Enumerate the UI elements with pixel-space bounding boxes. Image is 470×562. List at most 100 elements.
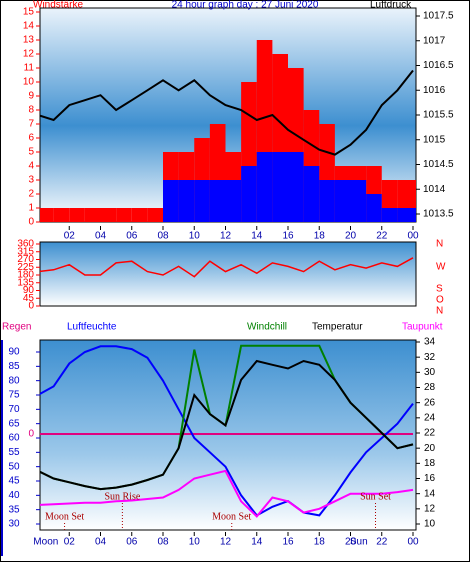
series-line [40, 359, 414, 491]
direction-label: N [436, 306, 443, 317]
series-line [40, 345, 414, 517]
y-tick-label: 60 [8, 433, 20, 444]
direction-label: N [436, 239, 443, 250]
pressure-line [40, 69, 414, 156]
wind-bar [350, 180, 367, 222]
legend-label: Regen [2, 322, 31, 333]
legend-label: Temperatur [312, 322, 363, 333]
series-line [40, 469, 414, 518]
panel-direction [39, 241, 417, 307]
rain-tick-label: 0 [28, 429, 34, 440]
y2-tick-label: 28 [424, 382, 436, 393]
x-tick-label: 20 [345, 231, 357, 242]
x-tick-label: 20 [345, 537, 357, 548]
x-tick-label: 22 [376, 231, 388, 242]
y-tick-label: 80 [8, 375, 20, 386]
y-tick-label: 7 [28, 119, 34, 130]
y2-tick-label: 16 [424, 473, 436, 484]
y-tick-label: 50 [8, 461, 20, 472]
wind-bar [69, 208, 85, 222]
wind-bar [209, 180, 226, 222]
x-tick-label: 08 [157, 231, 169, 242]
y-tick-label: 55 [8, 447, 20, 458]
x-tick-label: 12 [220, 537, 232, 548]
y-tick-label: 225 [17, 262, 34, 273]
wind-bar [413, 180, 416, 222]
x-tick-label: 16 [282, 231, 294, 242]
wind-bar [100, 208, 117, 222]
direction-label: S [436, 284, 443, 295]
x-tick-label: 16 [282, 537, 294, 548]
y-tick-label: 45 [8, 476, 20, 487]
chart-title: 24 hour graph day : 27 Juni 2020 [172, 0, 319, 11]
y-tick-label: 85 [8, 361, 20, 372]
y-tick-label: 11 [24, 63, 35, 74]
y2-tick-label: 34 [424, 337, 436, 348]
y-tick-label: 45 [23, 293, 35, 304]
y-tick-label: 30 [8, 519, 20, 530]
x-tick-label: 12 [220, 231, 232, 242]
x-tick-label: 10 [189, 231, 201, 242]
y2-tick-label: 1013.5 [423, 209, 454, 220]
wind-bar [272, 152, 288, 222]
wind-bar [288, 152, 304, 222]
y2-tick-label: 1017 [423, 35, 446, 46]
x-tick-label: 14 [251, 231, 263, 242]
y-tick-label: 15 [23, 7, 35, 18]
y-tick-label: 10 [23, 77, 35, 88]
y2-tick-label: 20 [424, 443, 436, 454]
y2-tick-label: 14 [424, 488, 436, 499]
x-tick-label: 00 [407, 231, 419, 242]
wind-bar [163, 180, 179, 222]
wind-bar [319, 180, 335, 222]
y2-tick-label: 32 [424, 352, 436, 363]
y2-tick-label: 18 [424, 458, 436, 469]
wind-bar [84, 208, 101, 222]
axis-note: Moon [33, 537, 58, 548]
wind-bar [178, 180, 195, 222]
x-tick-label: 08 [157, 537, 169, 548]
wind-bar [40, 208, 54, 222]
x-tick-label: 22 [376, 537, 388, 548]
y-tick-label: 75 [8, 390, 20, 401]
y-tick-label: 315 [17, 246, 34, 257]
annotation: Sun Set [360, 491, 391, 502]
wind-bar [303, 166, 320, 222]
y-tick-label: 180 [17, 270, 34, 281]
y2-tick-label: 1015.5 [423, 110, 454, 121]
y-tick-label: 5 [28, 147, 34, 158]
x-tick-label: 02 [64, 537, 76, 548]
wind-bar [53, 208, 70, 222]
wind-bar [381, 208, 398, 222]
y-tick-label: 135 [17, 277, 34, 288]
y-tick-label: 35 [8, 504, 20, 515]
y2-tick-label: 1014.5 [423, 159, 454, 170]
y2-label: Luftdruck [370, 0, 412, 11]
y2-tick-label: 26 [424, 397, 436, 408]
wind-bar [334, 180, 351, 222]
x-tick-label: 00 [407, 537, 419, 548]
wind-bar [413, 208, 416, 222]
direction-line [40, 257, 414, 278]
y2-tick-label: 1016 [423, 85, 446, 96]
wind-bar [366, 194, 382, 222]
y-tick-label: 8 [28, 105, 34, 116]
y-tick-label: 270 [17, 254, 34, 265]
x-tick-label: 06 [126, 231, 138, 242]
y-label: Windstärke [33, 0, 83, 11]
y-tick-label: 0 [28, 217, 34, 228]
legend-label: Luftfeuchte [67, 322, 117, 333]
annotation: Moon Set [45, 511, 84, 522]
annotation: Moon Set [212, 511, 251, 522]
y-tick-label: 65 [8, 418, 20, 429]
x-tick-label: 14 [251, 537, 263, 548]
wind-bar [194, 180, 210, 222]
x-tick-label: 18 [314, 537, 326, 548]
y-tick-label: 90 [8, 347, 20, 358]
y2-tick-label: 1014 [423, 184, 446, 195]
y-tick-label: 70 [8, 404, 20, 415]
direction-label: W [436, 262, 446, 273]
direction-label: O [436, 295, 444, 306]
x-tick-label: 10 [189, 537, 201, 548]
